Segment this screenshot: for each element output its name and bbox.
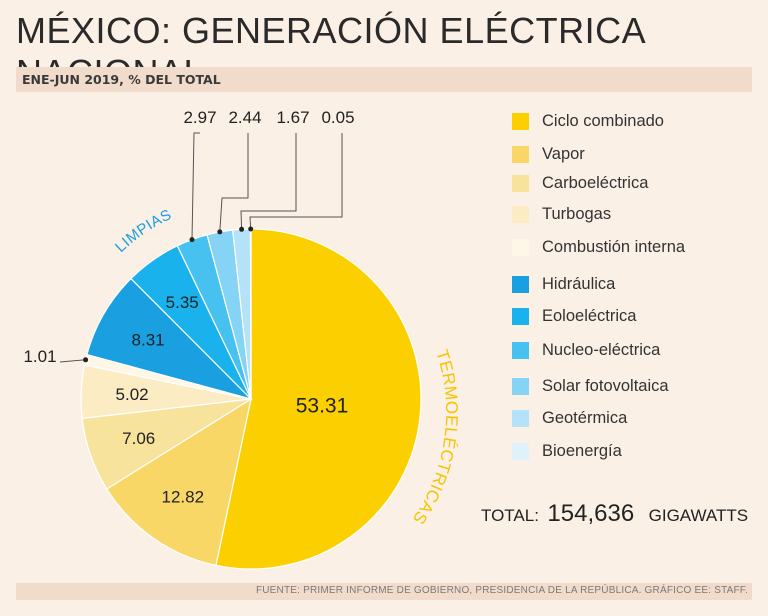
legend-item-bioenergia: Bioenergía	[512, 440, 622, 462]
legend-swatch	[512, 238, 529, 256]
value-label-vapor: 12.82	[162, 488, 205, 507]
legend-label: Vapor	[542, 144, 585, 163]
value-label-turbogas: 5.02	[116, 385, 149, 404]
legend-item-solar-fotovoltaica: Solar fotovoltaica	[512, 375, 669, 397]
slice-hidraulica	[86, 277, 254, 401]
leader-line-bioenergia	[249, 133, 343, 230]
total-label: TOTAL:	[481, 506, 539, 525]
legend-item-ciclo-combinado: Ciclo combinado	[512, 110, 664, 132]
leader-lines	[59, 132, 343, 363]
source-bar: FUENTE: PRIMER INFORME DE GOBIERNO, PRES…	[16, 583, 752, 600]
legend-item-geotermica: Geotérmica	[512, 407, 627, 429]
chart-subtitle: ENE-JUN 2019, % DEL TOTAL	[22, 72, 221, 87]
legend-item-carboelectrica: Carboeléctrica	[512, 172, 648, 194]
leader-line-geotermica	[240, 133, 297, 230]
legend-label: Solar fotovoltaica	[542, 376, 669, 395]
legend-label: Combustión interna	[542, 237, 686, 256]
leader-dot-combustion-interna	[83, 357, 89, 363]
value-label-carboelectrica: 7.06	[122, 429, 155, 448]
legend-swatch	[512, 442, 529, 460]
legend-label: Ciclo combinado	[542, 111, 664, 130]
slice-vapor	[105, 397, 252, 567]
legend-label: Turbogas	[542, 204, 612, 223]
value-label-solar-fotovoltaica: 2.44	[228, 108, 261, 127]
value-label-geotermica: 1.67	[276, 108, 309, 127]
legend-swatch	[512, 377, 529, 395]
leader-line-solar-fotovoltaica	[219, 133, 249, 232]
total-unit: GIGAWATTS	[648, 506, 749, 525]
legend-item-eoloelectrica: Eoloeléctrica	[512, 305, 636, 327]
legend-swatch	[512, 112, 529, 130]
legend-swatch	[512, 174, 529, 192]
legend-label: Carboeléctrica	[542, 173, 649, 192]
legend-swatch	[512, 275, 529, 293]
leader-line-combustion-interna	[59, 359, 86, 363]
legend-swatch	[512, 409, 529, 427]
leader-dot-nucleo-electrica	[189, 237, 195, 243]
group-label-limpias: LIMPIAS	[112, 206, 174, 256]
total: TOTAL: 154,636 GIGAWATTS	[481, 500, 748, 528]
group-label-limpias-path: LIMPIAS	[112, 206, 174, 256]
legend-label: Nucleo-eléctrica	[542, 340, 661, 359]
source-note: FUENTE: PRIMER INFORME DE GOBIERNO, PRES…	[255, 585, 748, 596]
legend-item-vapor: Vapor	[512, 143, 585, 165]
value-label-eoloelectrica: 5.35	[166, 293, 199, 312]
slice-bioenergia	[249, 228, 252, 400]
value-label-ciclo-combinado: 53.31	[296, 394, 349, 417]
value-labels: 53.31 12.82 7.06 5.02 1.01 8.315.35 2.97 2.44 1.…	[23, 108, 354, 507]
legend-swatch	[512, 205, 529, 223]
value-label-nucleo-electrica: 2.97	[183, 108, 216, 127]
leader-line-nucleo-electrica	[191, 132, 200, 240]
subtitle-bar: ENE-JUN 2019, % DEL TOTAL	[16, 67, 752, 92]
leader-dot-geotermica	[239, 226, 245, 232]
legend-swatch	[512, 341, 529, 359]
value-label-combustion-interna: 1.01	[23, 347, 56, 366]
legend-label: Bioenergía	[542, 441, 622, 460]
legend-label: Geotérmica	[542, 408, 628, 427]
value-label-bioenergia: 0.05	[321, 108, 354, 127]
legend-swatch	[512, 307, 529, 325]
slice-ciclo-combinado	[215, 228, 422, 570]
legend-item-hidraulica: Hidráulica	[512, 273, 615, 295]
legend-item-turbogas: Turbogas	[512, 203, 611, 225]
legend-label: Hidráulica	[542, 274, 616, 293]
total-value: 154,636	[547, 500, 635, 527]
leader-dot-solar-fotovoltaica	[217, 229, 223, 235]
legend-item-nucleo-electrica: Nucleo-eléctrica	[512, 339, 660, 361]
leader-dot-bioenergia	[248, 226, 254, 232]
pie-slices	[80, 228, 422, 570]
legend-swatch	[512, 145, 529, 163]
value-label-hidraulica: 8.31	[132, 330, 165, 349]
legend-label: Eoloeléctrica	[542, 306, 637, 325]
legend-item-combustion-interna: Combustión interna	[512, 236, 685, 258]
